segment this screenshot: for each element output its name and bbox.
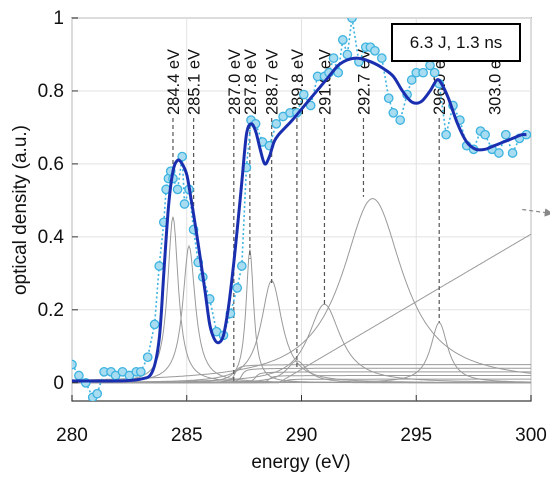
data-point — [418, 67, 428, 78]
axes: 280 285 290 295 300 0 0.2 0.4 0.6 0.8 1 — [38, 8, 547, 446]
component-curve — [72, 233, 531, 384]
legend-box — [391, 23, 521, 62]
y-tick-label: 0.8 — [38, 81, 64, 102]
fit-series — [72, 56, 527, 383]
peak-label: 287.0 eV — [226, 49, 244, 115]
x-axis-label: energy (eV) — [251, 452, 350, 473]
x-tick-label: 290 — [286, 425, 318, 446]
data-point — [370, 45, 380, 56]
data-point — [271, 118, 282, 129]
data-point — [298, 89, 309, 100]
data-point — [347, 18, 357, 23]
x-tick-label: 280 — [56, 425, 88, 446]
data-point — [406, 75, 417, 85]
data-point — [337, 35, 348, 45]
data-point — [72, 359, 77, 370]
legend-text: 6.3 J, 1.3 ns — [410, 33, 503, 52]
data-point — [494, 148, 504, 158]
y-tick-label: 0 — [53, 373, 64, 394]
peak-label: 288.7 eV — [264, 49, 282, 115]
data-point — [388, 107, 399, 118]
peak-label: 285.1 eV — [186, 49, 204, 115]
peak-arrow — [522, 208, 550, 217]
data-point — [441, 129, 451, 140]
fit-line — [72, 56, 527, 383]
data-point — [74, 370, 84, 381]
data-point — [507, 148, 518, 158]
data-point — [500, 129, 511, 140]
x-tick-label: 295 — [400, 425, 432, 446]
data-point — [480, 129, 490, 140]
data-point — [172, 184, 183, 195]
y-tick-label: 1 — [53, 8, 64, 29]
data-point — [429, 67, 440, 78]
legend: 6.3 J, 1.3 ns — [391, 23, 521, 62]
component-curve — [72, 303, 531, 383]
data-point — [179, 199, 190, 209]
data-point — [236, 261, 247, 271]
data-point — [154, 261, 165, 271]
data-point — [142, 352, 153, 363]
peak-label: 303.0 eV — [486, 49, 504, 115]
data-point — [383, 93, 394, 104]
data-point — [149, 319, 160, 330]
x-tick-label: 300 — [515, 425, 547, 446]
data-point — [92, 388, 103, 399]
data-point — [333, 67, 344, 78]
peak-label: 287.8 eV — [242, 49, 260, 115]
data-point — [328, 53, 339, 63]
y-tick-label: 0.6 — [38, 154, 64, 175]
data-point — [376, 53, 387, 63]
peak-label: 284.4 eV — [165, 49, 183, 115]
y-axis-label: optical density (a.u.) — [10, 125, 31, 295]
y-tick-label: 0.4 — [38, 227, 65, 248]
x-tick-label: 285 — [171, 425, 203, 446]
data-point — [135, 366, 146, 377]
data-point — [177, 151, 188, 162]
data-point — [232, 283, 243, 293]
data-point — [395, 115, 406, 125]
y-tick-label: 0.2 — [38, 300, 64, 321]
